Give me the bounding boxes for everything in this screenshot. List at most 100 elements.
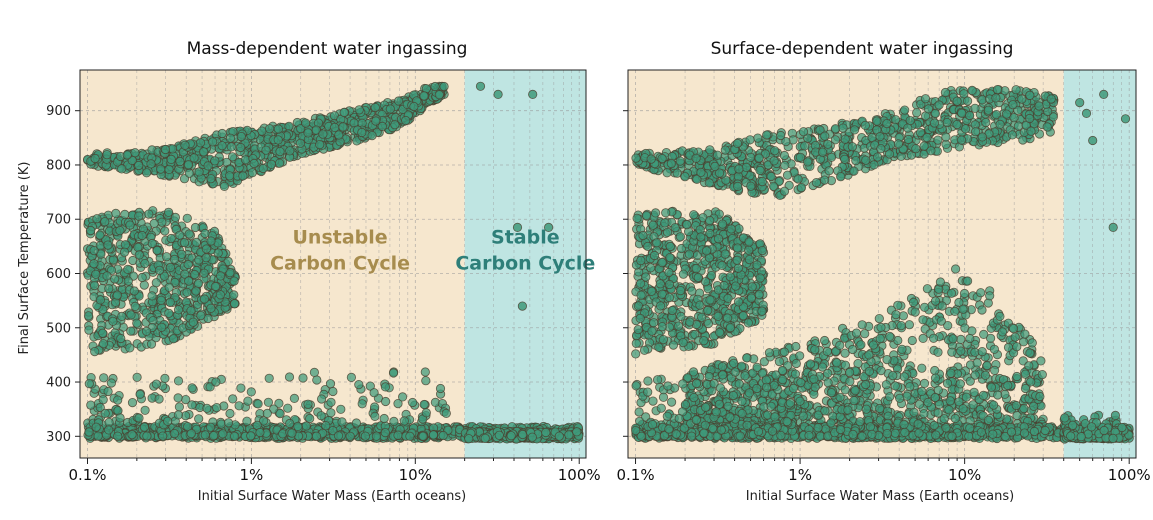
data-point bbox=[701, 246, 712, 256]
data-point bbox=[390, 120, 400, 130]
data-point bbox=[180, 140, 190, 150]
data-point bbox=[714, 168, 725, 178]
data-point bbox=[275, 408, 285, 419]
data-point bbox=[838, 123, 848, 133]
data-point bbox=[680, 172, 690, 182]
data-point bbox=[675, 232, 686, 242]
data-point bbox=[168, 334, 179, 344]
data-point bbox=[263, 397, 273, 407]
data-point bbox=[723, 293, 733, 303]
data-point bbox=[115, 226, 125, 236]
data-point bbox=[803, 157, 813, 167]
data-point bbox=[367, 131, 377, 141]
data-point bbox=[393, 398, 403, 409]
data-point bbox=[898, 311, 909, 321]
data-point bbox=[247, 168, 257, 178]
data-point bbox=[664, 292, 675, 303]
data-point bbox=[98, 339, 109, 349]
data-point bbox=[660, 218, 670, 228]
data-point bbox=[189, 153, 199, 163]
data-point bbox=[911, 144, 921, 154]
data-point bbox=[762, 130, 772, 140]
data-point bbox=[393, 430, 403, 440]
data-point bbox=[705, 228, 715, 239]
data-point bbox=[726, 224, 736, 234]
data-point bbox=[229, 290, 239, 300]
y-tick-label: 600 bbox=[46, 267, 71, 282]
data-point bbox=[165, 297, 175, 307]
data-point bbox=[264, 373, 274, 383]
data-point bbox=[673, 321, 684, 331]
data-point bbox=[732, 255, 742, 265]
data-point bbox=[824, 166, 834, 176]
data-point bbox=[162, 252, 172, 262]
data-point bbox=[517, 301, 528, 311]
data-point bbox=[704, 178, 714, 188]
data-point bbox=[173, 410, 183, 420]
data-point bbox=[103, 240, 113, 250]
data-point bbox=[1013, 121, 1024, 131]
data-point bbox=[337, 417, 347, 427]
data-point bbox=[849, 125, 860, 135]
data-point bbox=[705, 295, 715, 305]
data-point bbox=[191, 286, 201, 296]
data-point bbox=[147, 238, 157, 249]
data-point bbox=[780, 160, 790, 170]
data-point bbox=[326, 397, 336, 407]
data-point bbox=[113, 395, 123, 405]
data-point bbox=[705, 215, 715, 226]
data-point bbox=[311, 125, 321, 135]
y-tick-label: 500 bbox=[46, 321, 71, 336]
data-point bbox=[134, 211, 144, 221]
data-point bbox=[817, 147, 828, 157]
data-point bbox=[206, 422, 216, 432]
stable-region-band bbox=[1063, 70, 1136, 458]
data-point bbox=[703, 318, 714, 329]
data-point bbox=[860, 120, 870, 131]
data-point bbox=[120, 240, 131, 250]
data-point bbox=[89, 280, 100, 291]
data-point bbox=[84, 427, 94, 437]
data-point bbox=[318, 129, 328, 139]
left-chart-title: Mass-dependent water ingassing bbox=[187, 39, 468, 59]
data-point bbox=[84, 379, 94, 389]
data-point bbox=[126, 310, 136, 320]
scatter-points bbox=[631, 85, 1134, 444]
data-point bbox=[303, 399, 313, 409]
data-point bbox=[409, 101, 419, 112]
data-point bbox=[983, 105, 994, 115]
data-point bbox=[104, 283, 114, 294]
data-point bbox=[662, 227, 673, 237]
data-point bbox=[166, 233, 176, 244]
data-point bbox=[380, 382, 390, 392]
y-tick-label: 900 bbox=[46, 104, 71, 119]
data-point bbox=[202, 403, 212, 413]
data-point bbox=[722, 313, 733, 323]
data-point bbox=[638, 230, 648, 241]
data-point bbox=[851, 156, 861, 166]
right-x-axis-label: Initial Surface Water Mass (Earth oceans… bbox=[746, 489, 1014, 504]
data-point bbox=[769, 156, 779, 166]
data-point bbox=[269, 404, 279, 414]
right-panel: Surface-dependent water ingassing Initia… bbox=[616, 39, 1150, 504]
data-point bbox=[123, 264, 133, 274]
data-point bbox=[273, 135, 283, 145]
data-point bbox=[98, 328, 108, 338]
data-point bbox=[849, 166, 859, 176]
data-point bbox=[719, 280, 729, 291]
data-point bbox=[371, 116, 381, 126]
data-point bbox=[401, 115, 411, 126]
data-point bbox=[379, 413, 389, 424]
left-x-axis-label: Initial Surface Water Mass (Earth oceans… bbox=[198, 489, 466, 504]
data-point bbox=[186, 306, 196, 316]
data-point bbox=[884, 149, 895, 159]
data-point bbox=[206, 303, 216, 313]
data-point bbox=[166, 154, 176, 164]
data-point bbox=[132, 318, 142, 328]
y-tick-label: 400 bbox=[46, 376, 71, 391]
data-point bbox=[418, 431, 428, 441]
data-point bbox=[940, 87, 951, 98]
data-point bbox=[703, 305, 713, 316]
data-point bbox=[139, 280, 149, 290]
data-point bbox=[112, 290, 122, 300]
